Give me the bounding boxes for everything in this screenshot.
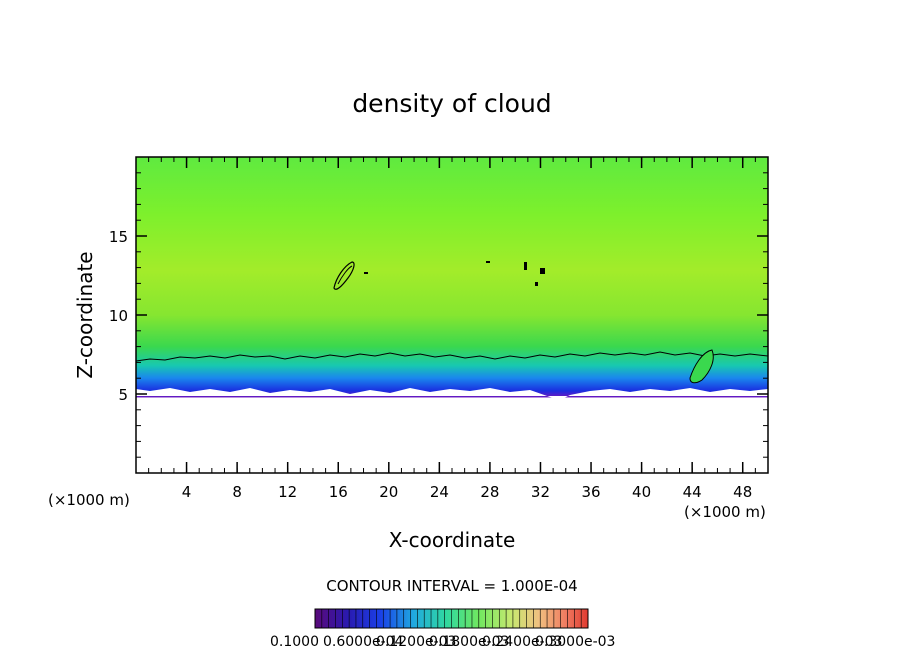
- x-tick-label: 36: [581, 483, 600, 501]
- upper-contour-line: [136, 351, 768, 362]
- z-tick-label: 5: [118, 386, 128, 404]
- z-tick-label: 10: [109, 307, 128, 325]
- cloud-contour-44km: [689, 349, 714, 384]
- colorbar-label: 0.1000: [270, 634, 319, 650]
- colorbar-label: 0.2400e-03: [482, 634, 562, 650]
- x-tick-label: 44: [683, 483, 702, 501]
- cloud-contour-16km: [333, 261, 355, 290]
- colorbar-labels: 0.1000 0.6000e-040.1200e-030.1800e-030.24…: [270, 634, 615, 650]
- x-tick-label: 32: [531, 483, 550, 501]
- field-fill: [136, 157, 768, 473]
- x-tick-label: 16: [329, 483, 348, 501]
- contour-speck: [486, 261, 490, 263]
- z-unit-label: (×1000 m): [48, 491, 130, 509]
- x-tick-label: 8: [232, 483, 242, 501]
- colorbar-ticks: [321, 609, 582, 628]
- colorbar-label: 0.1800e-03: [429, 634, 509, 650]
- density-field: [136, 157, 768, 473]
- contour-speck: [535, 282, 538, 286]
- colorbar-label: 0.3000e-03: [535, 634, 615, 650]
- x-tick-label: 48: [733, 483, 752, 501]
- x-tick-label: 20: [379, 483, 398, 501]
- x-tick-label: 4: [182, 483, 192, 501]
- colorbar-label: 0.6000e-04: [323, 634, 404, 650]
- x-tick-label: 28: [480, 483, 499, 501]
- z-tick-label: 15: [109, 228, 128, 246]
- x-unit-label: (×1000 m): [684, 503, 766, 521]
- x-tick-label: 12: [278, 483, 297, 501]
- chart-title: density of cloud: [352, 89, 551, 118]
- contour-speck: [524, 262, 527, 270]
- x-axis-label: X-coordinate: [389, 528, 516, 552]
- cloud-base-edge: [136, 388, 768, 400]
- x-tick-label: 24: [430, 483, 449, 501]
- cloud-contour-16km-inner: [337, 265, 353, 285]
- x-tick-label: 40: [632, 483, 651, 501]
- contour-speck: [540, 268, 545, 274]
- contour-speck: [364, 272, 368, 274]
- y-axis-label: Z-coordinate: [73, 251, 97, 378]
- colorbar-label: 0.1200e-03: [376, 634, 456, 650]
- contour-interval-label: CONTOUR INTERVAL = 1.000E-04: [326, 577, 577, 595]
